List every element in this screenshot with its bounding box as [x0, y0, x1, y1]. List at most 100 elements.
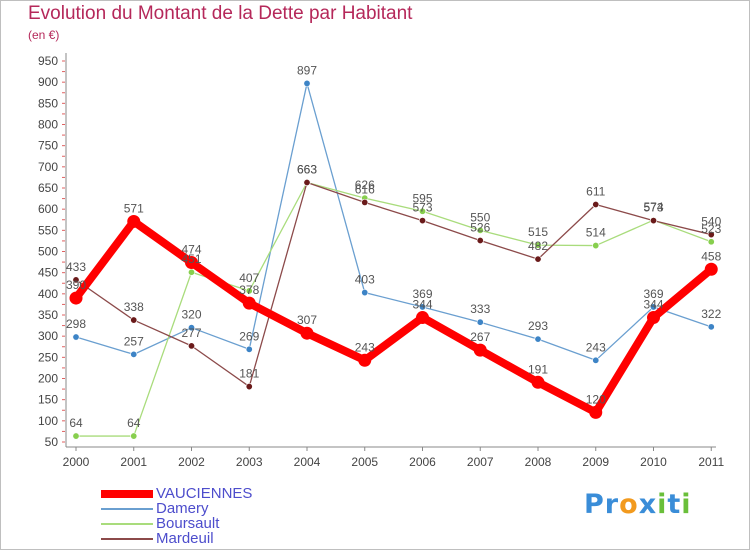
x-tick-label: 2000: [63, 455, 90, 469]
data-point-damery: [707, 323, 715, 331]
data-point-boursault: [245, 287, 253, 295]
data-point-boursault: [476, 226, 484, 234]
y-tick-label: 850: [38, 96, 58, 110]
legend-label-boursault: Boursault: [156, 515, 220, 532]
legend-label-mardeuil: Mardeuil: [156, 530, 214, 547]
x-tick-label: 2006: [409, 455, 436, 469]
data-label: 571: [124, 201, 144, 215]
logo-letter: r: [604, 489, 620, 520]
data-label: 267: [470, 330, 490, 344]
series-line-boursault: [75, 181, 712, 437]
data-point-damery: [476, 318, 484, 326]
data-point-damery: [649, 303, 657, 311]
data-point-mardeuil: [592, 201, 600, 209]
y-tick-label: 950: [38, 54, 58, 68]
legend-label-damery: Damery: [156, 500, 209, 517]
data-label: 322: [701, 307, 721, 321]
data-label: 307: [297, 313, 317, 327]
data-point-mardeuil: [303, 178, 311, 186]
y-tick-label: 600: [38, 202, 58, 216]
x-tick-label: 2011: [698, 455, 724, 469]
data-label: 64: [69, 416, 83, 430]
data-label: 181: [239, 367, 259, 381]
data-label: 344: [412, 298, 432, 312]
data-point-mardeuil: [476, 236, 484, 244]
legend-swatch-damery: [101, 508, 153, 510]
proxiti-logo: Proxiti: [584, 489, 692, 520]
data-label: 663: [297, 162, 317, 176]
data-label: 269: [239, 329, 259, 343]
data-point-damery: [72, 333, 80, 341]
data-point-mardeuil: [361, 198, 369, 206]
data-point-vauciennes: [69, 291, 83, 305]
data-label: 663: [297, 162, 317, 176]
series-line-damery: [75, 82, 712, 361]
data-label: 433: [66, 260, 86, 274]
data-point-boursault: [72, 432, 80, 440]
data-label: 574: [643, 200, 663, 214]
data-label: 616: [355, 182, 375, 196]
x-tick-label: 2008: [525, 455, 552, 469]
data-label: 540: [701, 215, 721, 229]
chart-title: Evolution du Montant de la Dette par Hab…: [28, 3, 413, 24]
data-label: 611: [586, 185, 605, 199]
data-label: 407: [239, 271, 259, 285]
data-label: 573: [643, 201, 663, 215]
data-point-vauciennes: [473, 343, 487, 357]
data-label: 378: [239, 283, 259, 297]
data-label: 514: [586, 226, 606, 240]
data-point-damery: [361, 289, 369, 297]
data-point-vauciennes: [127, 214, 141, 228]
data-point-vauciennes: [531, 375, 545, 389]
data-point-damery: [592, 356, 600, 364]
data-point-vauciennes: [416, 311, 429, 325]
data-label: 344: [643, 298, 663, 312]
data-label: 277: [181, 326, 201, 340]
y-tick-label: 650: [38, 181, 58, 195]
data-label: 293: [528, 319, 548, 333]
y-tick-label: 500: [38, 245, 58, 259]
data-label: 120: [586, 392, 606, 406]
data-label: 64: [127, 416, 141, 430]
series-line-mardeuil: [75, 181, 712, 388]
data-point-boursault: [188, 268, 196, 276]
data-point-boursault: [534, 241, 542, 249]
data-point-vauciennes: [300, 326, 314, 340]
data-label: 474: [181, 243, 201, 257]
x-tick-label: 2002: [178, 455, 205, 469]
x-tick-label: 2005: [351, 455, 378, 469]
data-point-boursault: [707, 238, 715, 246]
data-point-vauciennes: [589, 405, 603, 419]
data-point-boursault: [418, 207, 426, 215]
data-point-mardeuil: [188, 342, 196, 350]
legend-swatch-vauciennes: [101, 490, 153, 498]
y-tick-label: 750: [38, 139, 58, 153]
data-label: 526: [470, 220, 490, 234]
data-point-mardeuil: [245, 383, 253, 391]
data-point-damery: [130, 350, 138, 358]
data-label: 369: [643, 287, 663, 301]
y-tick-label: 550: [38, 223, 58, 237]
data-point-mardeuil: [649, 217, 657, 225]
data-point-vauciennes: [242, 296, 256, 310]
y-tick-label: 450: [38, 266, 58, 280]
data-point-vauciennes: [358, 353, 372, 367]
logo-letter: i: [681, 489, 692, 520]
y-tick-label: 300: [38, 329, 58, 343]
legend-swatch-boursault: [101, 523, 153, 525]
data-point-damery: [188, 324, 196, 332]
data-point-vauciennes: [647, 311, 660, 325]
logo-letter: x: [638, 489, 658, 520]
legend-label-vauciennes: VAUCIENNES: [156, 485, 253, 502]
x-tick-label: 2010: [640, 455, 667, 469]
data-point-vauciennes: [704, 262, 718, 276]
logo-letter: P: [584, 489, 605, 520]
data-label: 458: [701, 249, 721, 263]
logo-letter: o: [619, 489, 639, 520]
x-tick-label: 2003: [236, 455, 263, 469]
y-tick-label: 200: [38, 372, 58, 386]
data-label: 191: [528, 362, 548, 376]
x-tick-label: 2004: [294, 455, 321, 469]
